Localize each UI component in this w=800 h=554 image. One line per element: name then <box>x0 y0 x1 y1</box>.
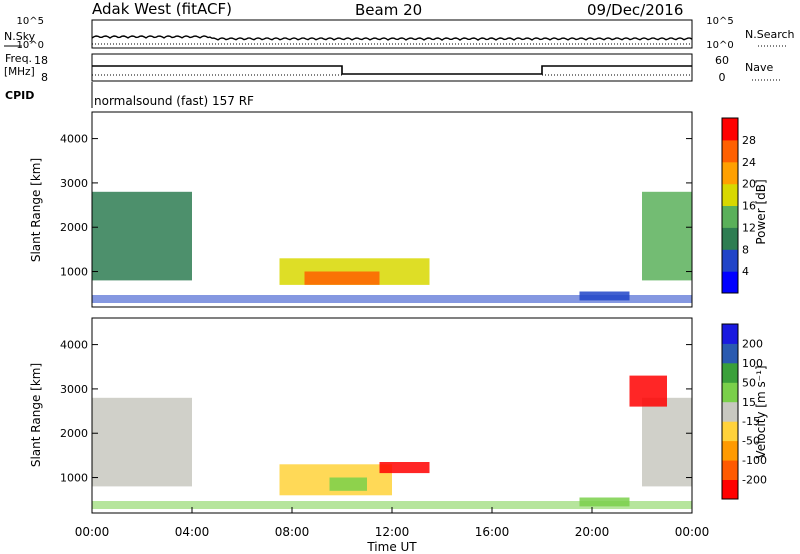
ytick-label: 1000 <box>60 266 88 279</box>
xtick-label: 04:00 <box>175 525 210 539</box>
colorbar-swatch <box>722 118 738 141</box>
heatmap-patch <box>379 462 430 474</box>
colorbar-swatch <box>722 271 738 294</box>
velocity-ylabel: Slant Range [km] <box>29 363 43 467</box>
colorbar-tick-label: 28 <box>742 134 756 147</box>
colorbar-swatch <box>722 440 738 461</box>
noise-right-tick-top: 10^5 <box>706 16 733 27</box>
velocity-colorbar-label: Velocity [m s⁻¹] <box>754 365 768 458</box>
power-heatmap <box>92 191 692 303</box>
colorbar-tick-label: -50 <box>742 435 760 448</box>
nave-label: Nave <box>745 61 773 74</box>
freq-tick-top: 18 <box>34 54 48 67</box>
ytick-label: 2000 <box>60 427 88 440</box>
colorbar-tick-label: 16 <box>742 200 756 213</box>
ytick-label: 3000 <box>60 383 88 396</box>
xtick-label: 20:00 <box>575 525 610 539</box>
colorbar-swatch <box>722 343 738 364</box>
beam-title: Beam 20 <box>355 1 422 19</box>
colorbar-tick-label: 8 <box>742 243 749 256</box>
noise-right-tick-bottom: 10^0 <box>706 40 733 51</box>
heatmap-patch <box>92 397 192 487</box>
colorbar-tick-label: 200 <box>742 337 763 350</box>
noise-tick-top: 10^5 <box>17 16 44 27</box>
nave-tick-bottom: 0 <box>719 71 726 84</box>
colorbar-tick-label: 15 <box>742 396 756 409</box>
colorbar-tick-label: 12 <box>742 221 756 234</box>
heatmap-patch <box>92 191 192 281</box>
colorbar-tick-label: 50 <box>742 376 756 389</box>
colorbar-frame <box>721 323 739 500</box>
colorbar-swatch <box>722 227 738 250</box>
colorbar-swatch <box>722 324 738 344</box>
velocity-colorbar: -200 -100 -50 -15 15 50 100 200 <box>721 323 767 500</box>
freq-tick-bottom: 8 <box>41 71 48 84</box>
nsky-label: N.Sky <box>4 30 36 43</box>
ytick-label: 3000 <box>60 177 88 190</box>
xtick-label: 16:00 <box>475 525 510 539</box>
colorbar-tick-label: 20 <box>742 178 756 191</box>
colorbar-swatch <box>722 139 738 163</box>
ground-scatter-strip <box>92 295 692 303</box>
cpid-label: CPID <box>5 89 34 102</box>
noise-tick-bottom: 10^0 <box>17 40 44 51</box>
nave-tick-top: 60 <box>715 54 729 67</box>
colorbar-swatch <box>722 401 738 422</box>
velocity-panel: 1000 2000 3000 4000 00:00 04:00 08:00 12:00 16:… <box>60 317 710 539</box>
ytick-label: 1000 <box>60 472 88 485</box>
heatmap-patch <box>304 271 380 285</box>
power-panel: 1000 2000 3000 4000 <box>60 111 693 308</box>
ground-scatter-strip <box>92 501 692 509</box>
ytick-label: 4000 <box>60 133 88 146</box>
time-xticks: 00:00 04:00 08:00 12:00 16:00 20:00 00:00 <box>75 507 710 539</box>
xtick-label: 08:00 <box>275 525 310 539</box>
colorbar-tick-label: 100 <box>742 357 763 370</box>
xtick-label: 00:00 <box>675 525 710 539</box>
colorbar-swatch <box>722 479 738 500</box>
power-yticks: 1000 2000 3000 4000 <box>60 133 692 279</box>
mhz-label: [MHz] <box>4 66 35 78</box>
colorbar-swatch <box>722 205 738 228</box>
colorbar-tick-label: -100 <box>742 454 767 467</box>
velocity-heatmap <box>92 375 692 509</box>
colorbar-tick-label: 4 <box>742 265 749 278</box>
colorbar-tick-label: 24 <box>742 156 756 169</box>
ytick-label: 2000 <box>60 221 88 234</box>
colorbar-swatch <box>722 362 738 383</box>
freq-series <box>92 65 692 75</box>
heatmap-patch <box>579 497 630 507</box>
freq-panel: 18 8 60 0 <box>34 53 729 84</box>
colorbar-swatch <box>722 249 738 272</box>
xtick-label: 12:00 <box>375 525 410 539</box>
noise-panel: 10^5 10^0 10^5 10^0 <box>17 16 734 51</box>
colorbar-swatch <box>722 183 738 206</box>
station-title: Adak West (fitACF) <box>92 0 232 18</box>
heatmap-patch <box>579 291 630 301</box>
nsearch-label: N.Search <box>745 28 795 41</box>
power-ylabel: Slant Range [km] <box>29 158 43 262</box>
time-xlabel: Time UT <box>366 540 417 554</box>
colorbar-swatch <box>722 161 738 185</box>
velocity-yticks: 1000 2000 3000 4000 <box>60 339 692 485</box>
colorbar-swatch <box>722 460 738 480</box>
ytick-label: 4000 <box>60 339 88 352</box>
heatmap-patch <box>629 375 667 407</box>
cpid-text: normalsound (fast) 157 RF <box>94 94 254 108</box>
heatmap-patch <box>642 397 692 487</box>
heatmap-patch <box>329 477 367 491</box>
noise-sky-series <box>91 35 693 41</box>
heatmap-patch <box>642 191 692 281</box>
colorbar-frame <box>721 117 739 294</box>
colorbar-swatch <box>722 421 738 442</box>
power-colorbar: 4 8 12 16 20 24 28 <box>721 117 756 294</box>
freq-label: Freq. <box>5 52 32 65</box>
power-colorbar-label: Power [dB] <box>754 179 768 244</box>
colorbar-swatch <box>722 382 738 403</box>
date-title: 09/Dec/2016 <box>587 1 683 19</box>
colorbar-tick-label: -15 <box>742 415 760 428</box>
colorbar-tick-label: -200 <box>742 474 767 487</box>
xtick-label: 00:00 <box>75 525 110 539</box>
